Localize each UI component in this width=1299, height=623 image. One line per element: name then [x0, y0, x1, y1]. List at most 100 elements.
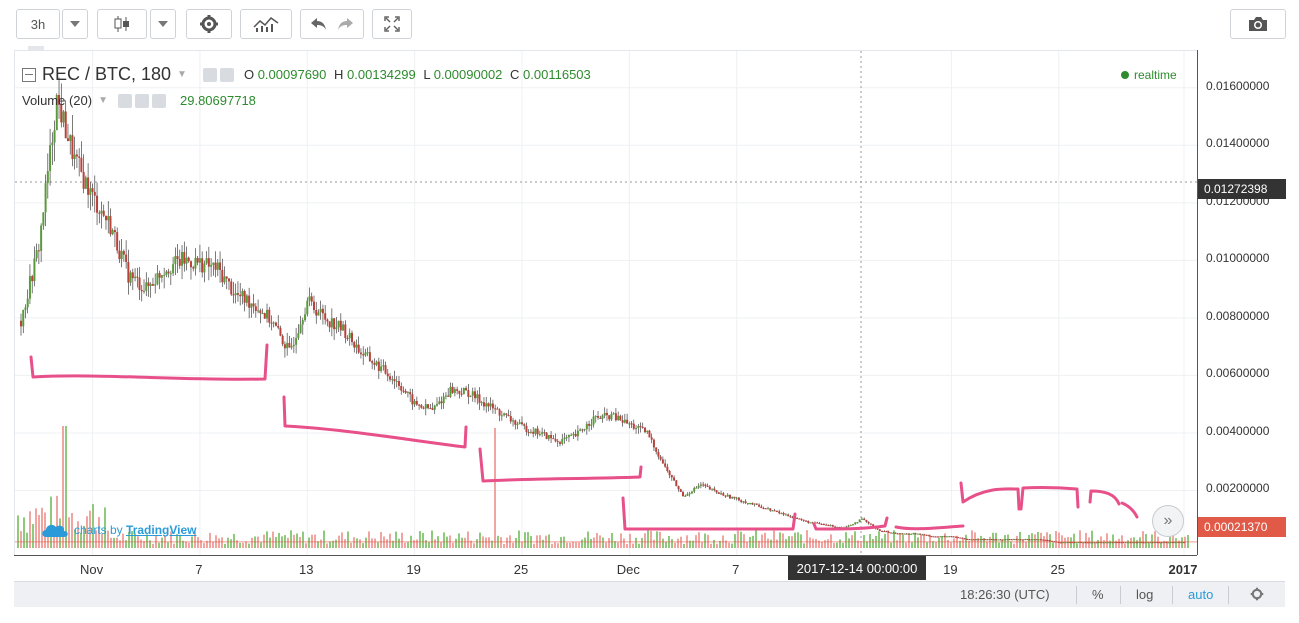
candle-body — [1133, 542, 1136, 544]
candle-body — [652, 439, 655, 448]
chart-style-button[interactable] — [97, 9, 147, 39]
time-axis[interactable]: Nov 7 13 19 25 Dec 7 19 25 2017 — [14, 555, 1197, 581]
clock-time[interactable]: 18:26:30 (UTC) — [960, 587, 1050, 602]
candle-body — [512, 420, 515, 422]
price-chart[interactable] — [15, 51, 1198, 556]
volume-bar — [950, 542, 952, 548]
volume-bar — [650, 530, 652, 548]
candle-body — [1084, 542, 1087, 544]
candle-body — [1008, 539, 1011, 541]
candle-body — [308, 296, 311, 301]
volume-bar — [161, 537, 163, 548]
gear-icon[interactable] — [1250, 587, 1264, 601]
auto-toggle[interactable]: auto — [1188, 587, 1214, 602]
tradingview-watermark[interactable]: charts by TradingView — [40, 522, 197, 538]
volume-bar — [761, 534, 763, 548]
volume-bar — [1154, 531, 1156, 548]
volume-close-icon[interactable] — [152, 93, 166, 108]
candle-body — [827, 524, 830, 526]
percent-toggle[interactable]: % — [1092, 587, 1104, 602]
volume-dropdown-icon[interactable]: ▼ — [98, 95, 108, 106]
candle-body — [312, 301, 315, 310]
volume-bar — [701, 542, 703, 548]
volume-bar — [302, 531, 304, 548]
candle-body — [243, 290, 246, 303]
candle-body — [737, 497, 740, 501]
candle-body — [858, 519, 861, 523]
volume-bar — [734, 534, 736, 548]
candle-body — [775, 510, 778, 512]
settings-button[interactable] — [186, 9, 232, 39]
candle-body — [26, 298, 29, 308]
legend-eye-icon[interactable] — [202, 67, 217, 82]
candle-body — [279, 327, 282, 336]
candle-body — [997, 539, 1000, 541]
high-label: H — [334, 67, 344, 82]
volume-bar — [632, 543, 634, 548]
candle-body — [561, 438, 564, 444]
chevron-down-icon — [158, 21, 168, 27]
volume-bar — [725, 540, 727, 548]
volume-bar — [368, 531, 370, 548]
volume-bar — [242, 542, 244, 548]
collapse-tab[interactable] — [28, 46, 44, 51]
log-toggle[interactable]: log — [1136, 587, 1154, 602]
candle-body — [462, 387, 465, 395]
undo-icon[interactable] — [310, 17, 328, 31]
candle-body — [471, 391, 474, 396]
volume-bar — [968, 540, 970, 548]
candle-body — [878, 529, 881, 532]
candle-body — [89, 188, 92, 195]
candle-body — [326, 319, 329, 322]
volume-bar — [869, 534, 871, 548]
volume-bar — [80, 532, 82, 548]
indicators-button[interactable] — [240, 9, 292, 39]
scroll-to-realtime-button[interactable]: » — [1152, 505, 1184, 537]
volume-bar — [227, 537, 229, 548]
candle-body — [1030, 539, 1033, 541]
candle-body — [740, 500, 743, 502]
candle-body — [158, 273, 161, 278]
volume-bar — [833, 543, 835, 548]
volume-bar — [197, 537, 199, 548]
candle-body — [498, 409, 501, 416]
volume-bar — [638, 543, 640, 548]
volume-bar — [821, 541, 823, 548]
collapse-legend-icon[interactable] — [22, 67, 36, 82]
candle-body — [847, 525, 850, 527]
volume-bar — [458, 533, 460, 548]
snapshot-button[interactable] — [1230, 9, 1286, 39]
candle-body — [1004, 539, 1007, 541]
candle-body — [442, 396, 445, 404]
symbol-dropdown-icon[interactable]: ▼ — [177, 69, 187, 80]
volume-settings-icon[interactable] — [135, 93, 149, 108]
fullscreen-button[interactable] — [372, 9, 412, 39]
volume-bar — [818, 540, 820, 548]
candle-body — [263, 313, 266, 319]
candle-body — [948, 536, 951, 538]
candle-body — [1138, 542, 1141, 544]
volume-bar — [1145, 534, 1147, 548]
volume-bar — [593, 537, 595, 548]
volume-bar — [728, 542, 730, 548]
annotation-drawing — [621, 496, 797, 531]
candle-body — [767, 508, 770, 510]
price-axis[interactable]: 0.01600000 0.01400000 0.01200000 0.01000000… — [1197, 50, 1286, 555]
interval-dropdown-button[interactable] — [62, 9, 88, 39]
chart-style-dropdown-button[interactable] — [150, 9, 176, 39]
interval-button[interactable]: 3h — [16, 9, 60, 39]
candle-body — [1057, 542, 1060, 544]
chart-pane[interactable] — [14, 50, 1198, 556]
volume-eye-icon[interactable] — [118, 93, 132, 108]
legend-settings-icon[interactable] — [219, 67, 234, 82]
annotation-drawing — [1120, 501, 1139, 519]
candle-body — [140, 289, 143, 292]
volume-bar — [470, 540, 472, 548]
candle-body — [688, 493, 691, 495]
volume-bar — [1025, 542, 1027, 548]
volume-legend: Volume (20) ▼ 29.80697718 — [22, 93, 256, 108]
candle-body — [610, 414, 613, 420]
candle-body — [183, 251, 186, 264]
redo-icon[interactable] — [336, 17, 354, 31]
candle-body — [221, 269, 224, 283]
